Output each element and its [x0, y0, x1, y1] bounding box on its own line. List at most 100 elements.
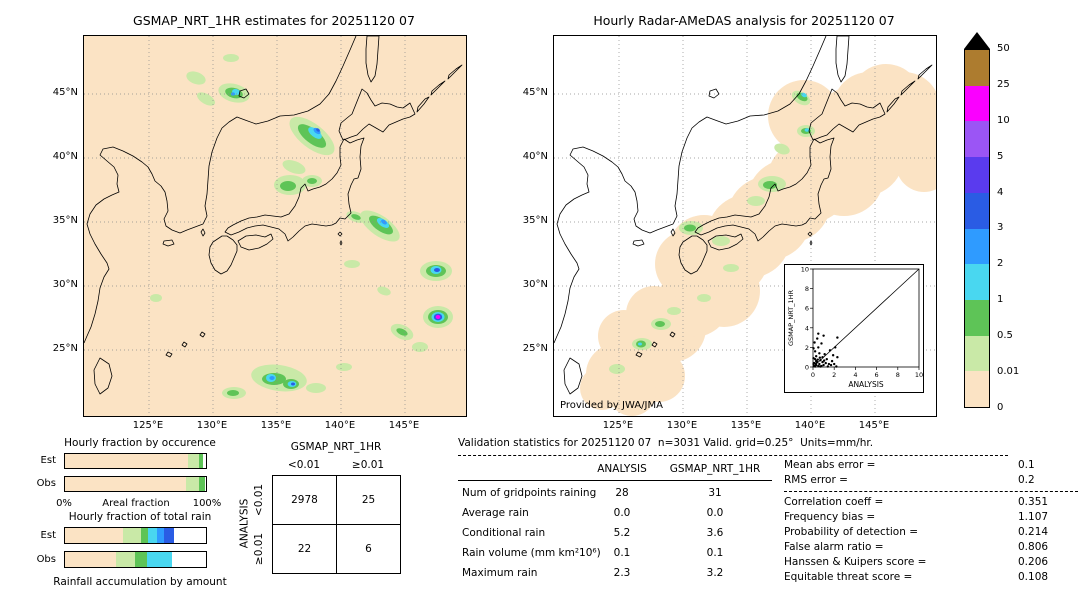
- right-lat-45: 45°N: [522, 87, 548, 98]
- bar-segment: [163, 528, 174, 543]
- coverage-circle: [896, 136, 936, 192]
- svg-text:0: 0: [811, 371, 815, 379]
- colorbar-tick: 25: [997, 79, 1010, 90]
- precip-cell: [667, 307, 681, 315]
- score-value: 0.806: [1018, 541, 1049, 553]
- left-lon-125: 125°E: [132, 420, 164, 431]
- precip-cell: [697, 294, 711, 302]
- scatter-point: [820, 342, 823, 345]
- right-lon-135: 135°E: [730, 420, 762, 431]
- scatter-point: [817, 332, 820, 335]
- scatter-point: [830, 359, 834, 363]
- precip-cell: [308, 127, 322, 139]
- scores-divider: [784, 491, 1078, 492]
- scatter-point: [812, 347, 815, 350]
- contingency-table: 2978 25 22 6: [272, 475, 401, 574]
- stats-row-gsmap: 0.0: [706, 507, 724, 519]
- colorbar-tick: 1: [997, 294, 1004, 305]
- scatter-point: [835, 365, 838, 368]
- colorbar-tick: 0.5: [997, 330, 1013, 341]
- bar-segment: [115, 552, 136, 567]
- scatter-point: [812, 356, 815, 360]
- score-label: Frequency bias =: [784, 511, 876, 523]
- stats-row-label: Num of gridpoints raining: [462, 487, 597, 499]
- scatter-point: [821, 360, 824, 364]
- stats-header: Validation statistics for 20251120 07 n=…: [458, 437, 874, 449]
- scatter-point: [819, 358, 822, 362]
- scatter-point: [836, 336, 839, 339]
- occurrence-axis-label: Areal fraction: [102, 498, 170, 509]
- bar-segment: [141, 528, 149, 543]
- scatter-point: [818, 352, 821, 355]
- precip-cell: [723, 264, 739, 272]
- occurrence-panel-title: Hourly fraction by occurence: [64, 437, 216, 449]
- scatter-point: [827, 362, 831, 366]
- stats-row-label: Conditional rain: [462, 527, 546, 539]
- left-lon-130: 130°E: [196, 420, 228, 431]
- scatter-point: [828, 349, 832, 352]
- precip-cell: [282, 160, 306, 174]
- left-map-title: GSMAP_NRT_1HR estimates for 20251120 07: [133, 13, 415, 28]
- colorbar-segment: [965, 50, 989, 86]
- scatter-point: [822, 334, 825, 337]
- contingency-cell-00: 2978: [272, 475, 337, 525]
- coverage-circle: [688, 255, 760, 327]
- scatter-inset: 0 2 4 6 8 10 0 2 4 6 8 10 ANALYSIS GSMAP…: [784, 264, 924, 393]
- score-label: False alarm ratio =: [784, 541, 884, 553]
- precip-cell: [280, 181, 296, 191]
- precip-cell: [763, 181, 777, 189]
- scatter-point: [825, 357, 828, 361]
- precip-cell: [655, 321, 665, 327]
- colorbar-tick: 4: [997, 187, 1004, 198]
- bar-segment: [65, 528, 123, 543]
- inset-ylabel: GSMAP_NRT_1HR: [787, 289, 795, 346]
- precip-cell: [316, 128, 320, 132]
- scatter-point: [814, 355, 818, 358]
- bar-segment: [65, 477, 187, 491]
- occurrence-obs-bar: [64, 476, 207, 492]
- precip-cell: [412, 342, 428, 352]
- total-rain-est-bar: [64, 527, 207, 544]
- stats-row-label: Rain volume (mm km²10⁶): [462, 547, 601, 559]
- left-grid-lines: [84, 36, 466, 416]
- precip-colorbar: [964, 49, 990, 408]
- precip-cell: [747, 196, 765, 206]
- colorbar-segment: [965, 371, 989, 408]
- occurrence-obs-label: Obs: [36, 478, 56, 489]
- precip-cell: [336, 363, 352, 371]
- left-lat-30: 30°N: [52, 279, 78, 290]
- bar-segment: [65, 454, 188, 468]
- right-lat-40: 40°N: [522, 151, 548, 162]
- precip-cell: [774, 143, 790, 155]
- right-lat-25: 25°N: [522, 343, 548, 354]
- scatter-point: [818, 356, 822, 359]
- precip-cell: [223, 54, 239, 62]
- precip-cell: [269, 376, 275, 380]
- scatter-point: [819, 365, 822, 368]
- credit-label: Provided by JWA/JMA: [560, 400, 663, 411]
- left-lat-25: 25°N: [52, 343, 78, 354]
- stats-row-gsmap: 31: [708, 487, 722, 499]
- svg-text:4: 4: [805, 324, 809, 332]
- stats-col-gsmap: GSMAP_NRT_1HR: [669, 463, 761, 475]
- colorbar-segment: [965, 85, 989, 122]
- total-rain-est-label: Est: [40, 530, 56, 541]
- occurrence-axis-100: 100%: [192, 498, 222, 509]
- scatter-point: [823, 353, 826, 356]
- svg-text:2: 2: [805, 344, 809, 352]
- scatter-point: [817, 346, 820, 349]
- total-rain-obs-bar: [64, 551, 207, 568]
- stats-row-label: Average rain: [462, 507, 529, 519]
- contingency-cell-01: 25: [336, 475, 401, 525]
- right-lat-30: 30°N: [522, 279, 548, 290]
- scatter-point: [817, 364, 820, 368]
- precip-cell: [351, 214, 361, 220]
- colorbar-segment: [965, 228, 989, 265]
- bar-segment: [187, 454, 199, 468]
- radar-coverage-area: [580, 64, 936, 416]
- stats-col-analysis: ANALYSIS: [597, 463, 647, 475]
- scatter-point: [814, 362, 817, 365]
- colorbar-tick: 2: [997, 258, 1004, 269]
- score-row: Probability of detection = 0.214: [784, 526, 1080, 538]
- contingency-col-header: GSMAP_NRT_1HR: [290, 441, 382, 453]
